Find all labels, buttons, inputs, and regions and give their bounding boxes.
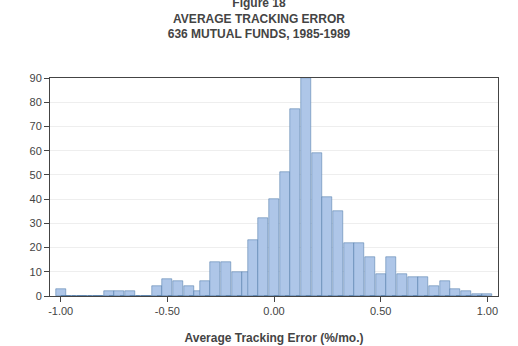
svg-text:0: 0 [36,290,42,302]
svg-text:50: 50 [30,169,42,181]
svg-text:Figure 18AVERAGE TRACKING ERRO: Figure 18AVERAGE TRACKING ERROR636 MUTUA… [168,0,351,41]
svg-text:90: 90 [30,72,42,84]
svg-text:Average Tracking Error (%/mo.): Average Tracking Error (%/mo.) [185,331,364,345]
svg-text:20: 20 [30,241,42,253]
svg-text:30: 30 [30,217,42,229]
svg-text:60: 60 [30,145,42,157]
svg-text:-1.00: -1.00 [48,305,73,317]
svg-text:1.00: 1.00 [477,305,498,317]
svg-text:70: 70 [30,120,42,132]
svg-text:0.50: 0.50 [370,305,391,317]
svg-text:80: 80 [30,96,42,108]
svg-text:10: 10 [30,266,42,278]
svg-text:-0.50: -0.50 [155,305,180,317]
svg-text:40: 40 [30,193,42,205]
svg-text:0.00: 0.00 [263,305,284,317]
